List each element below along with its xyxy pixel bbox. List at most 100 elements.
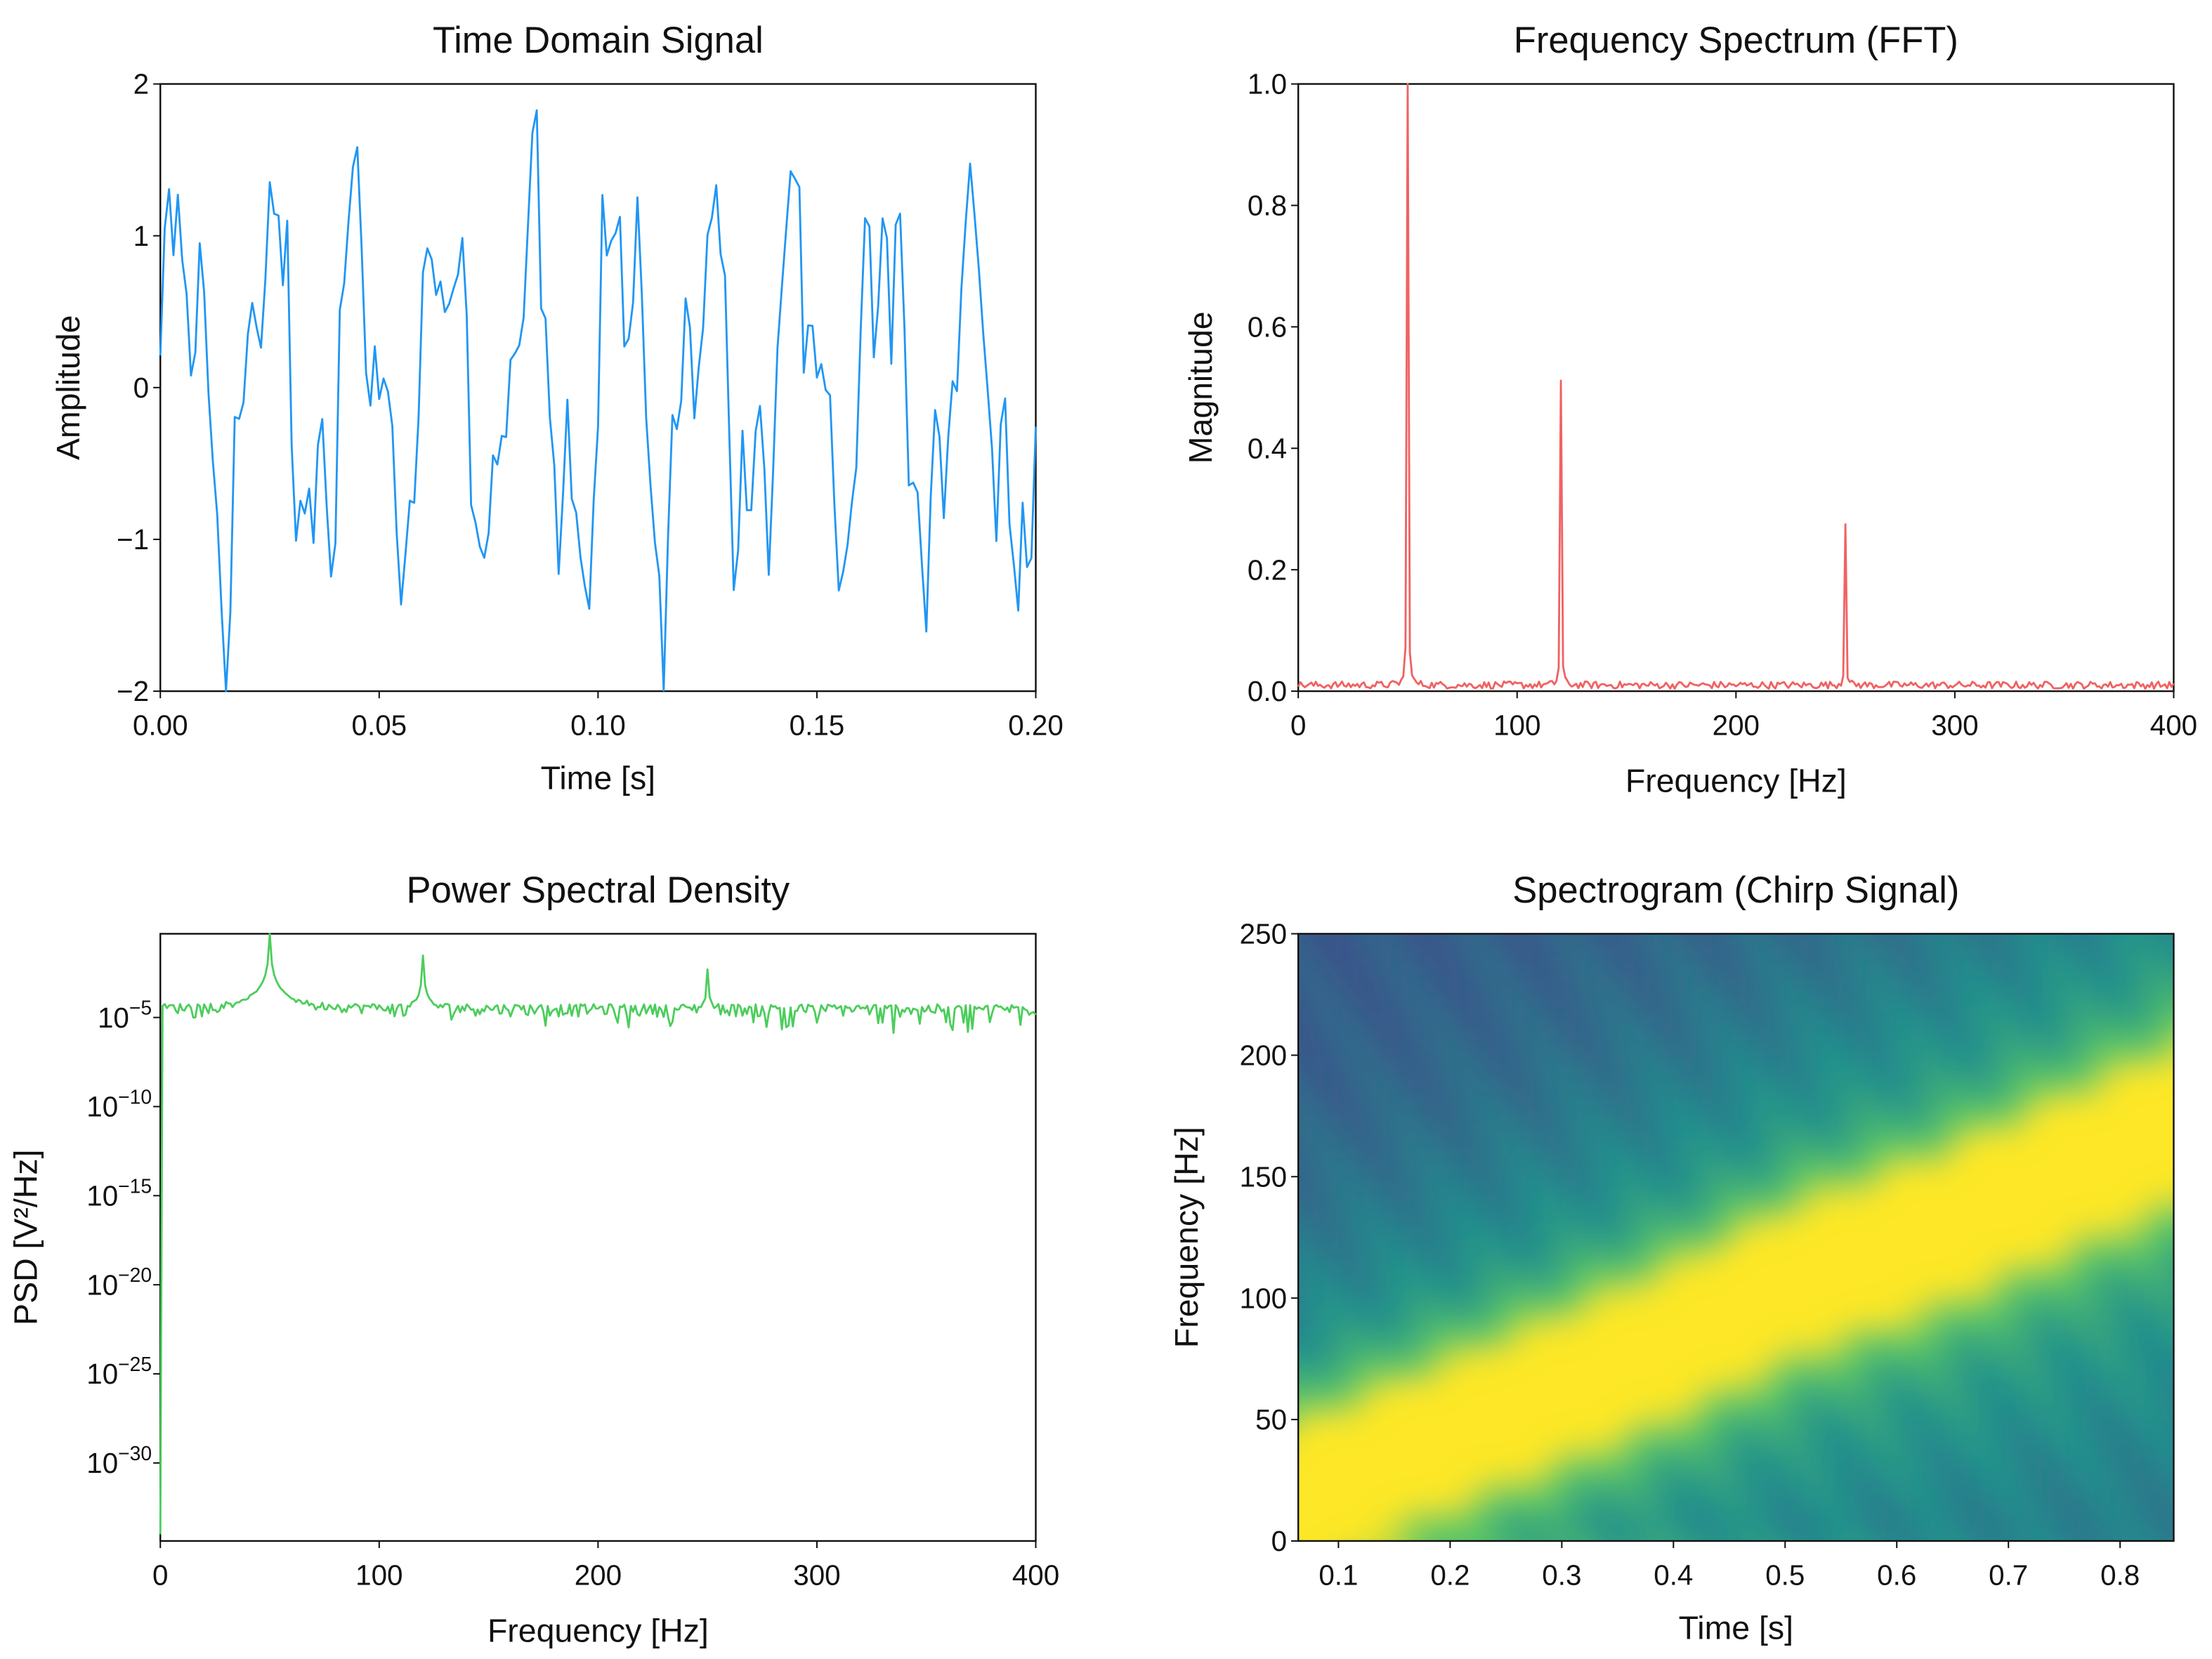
spectrogram-cell <box>1386 933 1408 940</box>
spectrogram-cell <box>2182 1271 2204 1289</box>
spectrogram-cell <box>1298 1436 1311 1455</box>
spectrogram-cell <box>1464 1320 1485 1339</box>
spectrogram-cell <box>1852 1386 1873 1405</box>
spectrogram-cell <box>1541 988 1563 1006</box>
spectrogram-cell <box>1298 971 1311 990</box>
spectrogram-cell <box>1988 1386 2010 1405</box>
y-tick-label: 1.0 <box>1248 68 1287 100</box>
spectrogram-cell <box>1464 1337 1485 1356</box>
spectrogram-cell <box>1891 1386 1913 1405</box>
spectrogram-cell <box>1891 1254 1913 1273</box>
spectrogram-cell <box>1347 1038 1369 1056</box>
spectrogram-cell <box>1347 1204 1369 1223</box>
spectrogram-cell <box>1639 1088 1660 1106</box>
spectrogram-cell <box>1464 1237 1485 1256</box>
spectrogram-cell <box>2105 1121 2126 1139</box>
spectrogram-cell <box>1425 1453 1446 1471</box>
spectrogram-cell <box>1298 1254 1311 1273</box>
chart-title: Spectrogram (Chirp Signal) <box>1512 870 1959 911</box>
spectrogram-cell <box>1406 1154 1427 1173</box>
spectrogram-cell <box>1911 1386 1932 1405</box>
spectrogram-cell <box>1444 1154 1466 1173</box>
spectrogram-cell <box>1911 1154 1932 1173</box>
spectrogram-cell <box>1716 1254 1738 1273</box>
spectrogram-cell <box>1270 1071 1291 1089</box>
spectrogram-cell <box>1911 1137 1932 1156</box>
spectrogram-cell <box>2066 933 2087 940</box>
spectrogram-cell <box>1911 1403 1932 1422</box>
spectrogram-cell <box>1774 1237 1796 1256</box>
spectrogram-cell <box>1619 1320 1641 1339</box>
spectrogram-cell <box>1599 955 1621 973</box>
x-tick-label: 0.4 <box>1654 1559 1693 1592</box>
spectrogram-cell <box>2066 1137 2087 1156</box>
spectrogram-cell <box>1503 938 1524 957</box>
spectrogram-cell <box>1444 1436 1466 1455</box>
spectrogram-cell <box>1386 1502 1408 1521</box>
spectrogram-cell <box>1969 1054 1990 1073</box>
spectrogram-cell <box>1561 1104 1583 1123</box>
spectrogram-cell <box>1852 1287 1873 1306</box>
spectrogram-cell <box>1347 1419 1369 1438</box>
spectrogram-cell <box>1794 1171 1815 1189</box>
spectrogram-cell <box>1949 1237 1971 1256</box>
spectrogram-cell <box>1716 1204 1738 1223</box>
spectrogram-cell <box>1871 1088 1893 1106</box>
spectrogram-cell <box>1697 1370 1718 1389</box>
spectrogram-cell <box>1794 1038 1815 1056</box>
x-tick-label: 0.1 <box>1318 1559 1358 1592</box>
spectrogram-cell <box>1464 1171 1485 1189</box>
spectrogram-cell <box>2163 1419 2174 1438</box>
spectrogram-cell <box>1581 1553 1602 1571</box>
x-tick-label: 400 <box>1012 1559 1059 1592</box>
spectrogram-cell <box>1619 1038 1641 1056</box>
spectrogram-cell <box>2085 988 2107 1006</box>
spectrogram-cell <box>1716 1221 1738 1239</box>
spectrogram-cell <box>1298 1519 1311 1538</box>
spectrogram-cell <box>1367 1054 1388 1073</box>
spectrogram-cell <box>2124 1054 2145 1073</box>
spectrogram-cell <box>1367 1071 1388 1090</box>
spectrogram-cell <box>1522 1254 1543 1273</box>
spectrogram-cell <box>1503 933 1524 940</box>
spectrogram-cell <box>1949 1304 1971 1322</box>
spectrogram-cell <box>1677 988 1699 1006</box>
x-tick-label: 0.15 <box>790 709 845 742</box>
spectrogram-cell <box>1852 971 1873 990</box>
spectrogram-cell <box>1561 1436 1583 1455</box>
spectrogram-cell <box>1309 1121 1330 1139</box>
spectrogram-cell <box>1328 1370 1349 1389</box>
spectrogram-cell <box>1716 1337 1738 1356</box>
spectrogram-cell <box>1639 1370 1660 1389</box>
spectrogram-cell <box>1794 1004 1815 1023</box>
spectrogram-cell <box>1581 1054 1602 1073</box>
spectrogram-cell <box>2066 1519 2087 1538</box>
spectrogram-cell <box>1309 905 1330 924</box>
spectrogram-cell <box>1270 1503 1291 1521</box>
spectrogram-cell <box>1871 1287 1893 1306</box>
spectrogram-cell <box>1464 1038 1485 1056</box>
spectrogram-cell <box>2046 971 2068 990</box>
spectrogram-cell <box>1930 938 1951 957</box>
spectrogram-cell <box>1561 1386 1583 1405</box>
spectrogram-cell <box>1328 1038 1349 1056</box>
spectrogram-cell <box>1988 971 2010 990</box>
spectrogram-cell <box>1774 1519 1796 1538</box>
spectrogram-cell <box>1483 1337 1505 1356</box>
spectrogram-cell <box>2182 1453 2204 1471</box>
spectrogram-cell <box>1813 1054 1835 1073</box>
spectrogram-cell <box>1328 1204 1349 1223</box>
spectrogram-cell <box>1911 1071 1932 1090</box>
spectrogram-cell <box>1522 1121 1543 1139</box>
spectrogram-cell <box>1444 1221 1466 1239</box>
spectrogram-cell <box>1298 1004 1311 1023</box>
y-axis-label: Magnitude <box>1182 311 1219 464</box>
spectrogram-cell <box>1347 1071 1369 1090</box>
spectrogram-cell <box>1911 1254 1932 1273</box>
spectrogram-cell <box>1639 1221 1660 1239</box>
y-tick-label: 0.0 <box>1248 675 1287 707</box>
spectrogram-cell <box>2124 933 2145 940</box>
spectrogram-cell <box>1639 933 1660 940</box>
spectrogram-cell <box>1774 1071 1796 1090</box>
spectrogram-cell <box>2143 1221 2165 1239</box>
